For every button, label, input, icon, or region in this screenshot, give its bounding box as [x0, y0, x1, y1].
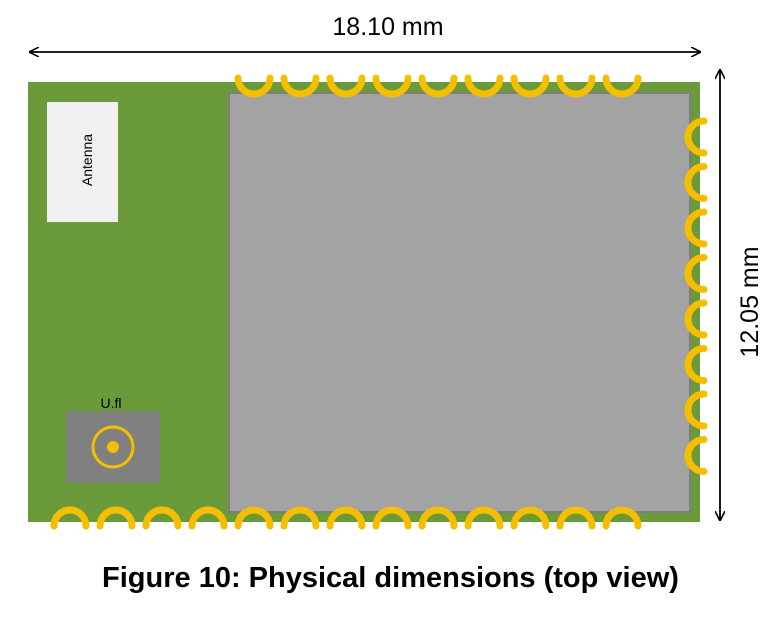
connector-pin	[107, 441, 119, 453]
castellated-pad	[684, 117, 708, 157]
connector-label: U.fl	[101, 395, 122, 411]
antenna-label: Antenna	[79, 134, 95, 186]
castellated-pad	[684, 208, 708, 248]
shield-can	[228, 92, 691, 513]
right-pad-column	[684, 117, 708, 475]
castellated-pad	[142, 506, 182, 530]
castellated-pad	[510, 506, 550, 530]
connector-ring	[91, 425, 135, 469]
castellated-pad	[464, 74, 504, 98]
top-pad-row	[234, 74, 642, 98]
height-dimension-label: 12.05 mm	[736, 246, 764, 357]
castellated-pad	[556, 506, 596, 530]
castellated-pad	[684, 163, 708, 202]
castellated-pad	[602, 506, 642, 530]
castellated-pad	[280, 74, 320, 98]
width-dimension-label: 18.10 mm	[332, 13, 443, 41]
castellated-pad	[96, 506, 136, 530]
castellated-pad	[556, 74, 596, 98]
castellated-pad	[234, 74, 274, 98]
castellated-pad	[510, 74, 550, 98]
castellated-pad	[464, 506, 504, 530]
figure-caption: Figure 10: Physical dimensions (top view…	[102, 562, 679, 594]
antenna-area	[47, 102, 118, 222]
castellated-pad	[684, 254, 708, 293]
castellated-pad	[602, 74, 642, 98]
castellated-pad	[280, 506, 320, 530]
castellated-pad	[50, 506, 90, 530]
castellated-pad	[418, 506, 458, 530]
castellated-pad	[684, 390, 708, 430]
castellated-pad	[188, 506, 228, 530]
castellated-pad	[372, 506, 412, 530]
bottom-pad-row	[50, 506, 642, 530]
castellated-pad	[234, 506, 274, 530]
castellated-pad	[684, 345, 708, 384]
castellated-pad	[326, 506, 366, 530]
castellated-pad	[684, 436, 708, 475]
castellated-pad	[326, 74, 366, 98]
castellated-pad	[372, 74, 412, 98]
castellated-pad	[418, 74, 458, 98]
castellated-pad	[684, 299, 708, 339]
